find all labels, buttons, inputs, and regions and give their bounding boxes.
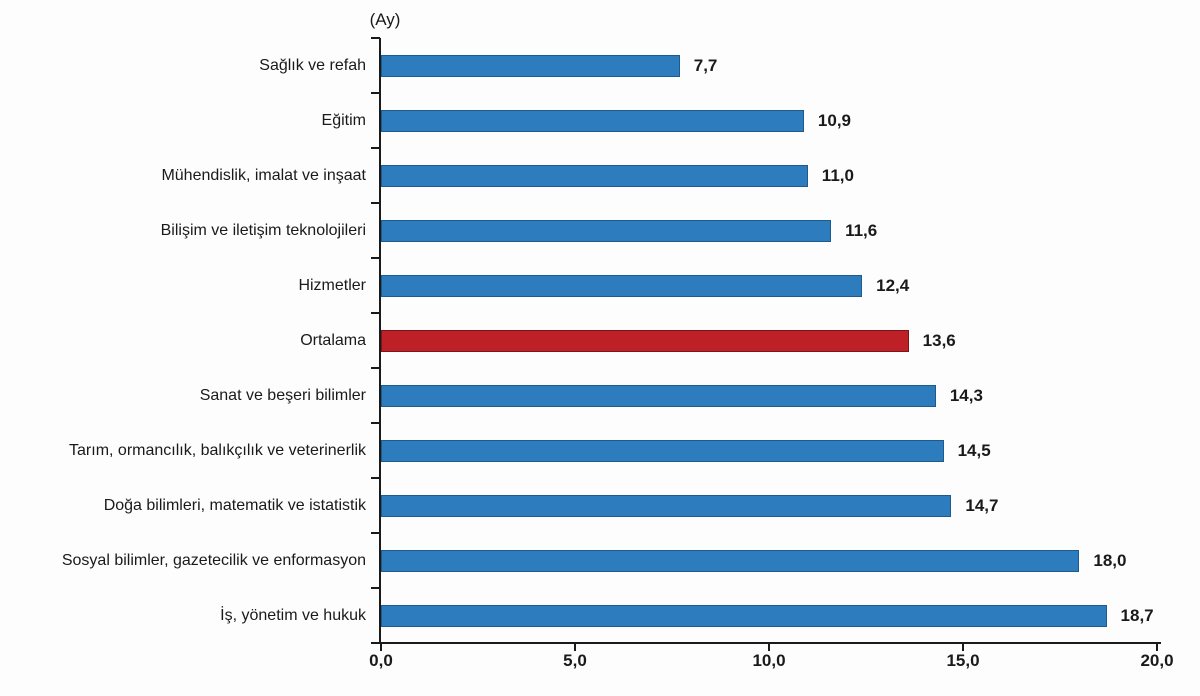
category-label: Sanat ve beşeri bilimler — [199, 386, 366, 404]
bar — [381, 109, 804, 132]
value-label: 18,7 — [1120, 605, 1154, 625]
value-label: 12,4 — [876, 275, 910, 295]
bar — [381, 604, 1107, 627]
category-label: Hizmetler — [298, 276, 366, 294]
y-axis-tick — [371, 367, 380, 369]
value-label: 14,5 — [957, 440, 991, 460]
y-axis-tick — [371, 312, 380, 314]
chart-unit-label: (Ay) — [369, 10, 401, 29]
average-bar — [381, 329, 909, 352]
y-axis-tick — [371, 257, 380, 259]
value-label: 7,7 — [693, 55, 718, 75]
value-label: 10,9 — [817, 110, 851, 130]
y-axis-tick — [371, 532, 380, 534]
bar — [381, 164, 808, 187]
value-label: 11,6 — [845, 220, 878, 240]
bar — [381, 549, 1080, 572]
bar — [381, 439, 944, 462]
y-axis-line — [379, 38, 381, 644]
category-label: Doğa bilimleri, matematik ve istatistik — [103, 496, 366, 514]
y-axis-tick — [371, 642, 380, 644]
y-axis-tick — [371, 147, 380, 149]
x-axis-tick — [1156, 643, 1158, 651]
y-axis-tick — [371, 587, 380, 589]
y-axis-tick — [371, 37, 380, 39]
bar — [381, 384, 936, 407]
x-axis-tick-label: 10,0 — [752, 651, 786, 670]
y-axis-tick — [371, 202, 380, 204]
category-label: Mühendislik, imalat ve inşaat — [161, 166, 366, 184]
x-axis-tick-label: 0,0 — [369, 651, 393, 670]
x-axis-tick-label: 5,0 — [563, 651, 587, 670]
x-axis-tick — [962, 643, 964, 651]
category-label: Tarım, ormancılık, balıkçılık ve veterin… — [69, 441, 366, 459]
value-label: 13,6 — [922, 330, 956, 350]
x-axis-tick — [574, 643, 576, 651]
category-label: Ortalama — [300, 331, 366, 349]
y-axis-tick — [371, 477, 380, 479]
value-label: 14,3 — [949, 385, 983, 405]
x-axis-tick — [768, 643, 770, 651]
category-label: Sosyal bilimler, gazetecilik ve enformas… — [61, 551, 366, 569]
value-label: 11,0 — [821, 165, 854, 185]
x-axis-line — [371, 642, 1161, 644]
category-label: İş, yönetim ve hukuk — [220, 606, 366, 624]
y-axis-tick — [371, 92, 380, 94]
category-label: Eğitim — [321, 111, 366, 129]
bar — [381, 274, 863, 297]
category-label: Bilişim ve iletişim teknolojileri — [160, 221, 366, 239]
value-label: 14,7 — [965, 495, 999, 515]
x-axis-tick-label: 15,0 — [946, 651, 980, 670]
value-label: 18,0 — [1093, 550, 1127, 570]
bar — [381, 494, 952, 517]
category-label: Sağlık ve refah — [259, 56, 366, 74]
x-axis-tick — [380, 643, 382, 651]
bar — [381, 54, 680, 77]
x-axis-tick-label: 20,0 — [1140, 651, 1174, 670]
y-axis-tick — [371, 422, 380, 424]
bar — [381, 219, 832, 242]
